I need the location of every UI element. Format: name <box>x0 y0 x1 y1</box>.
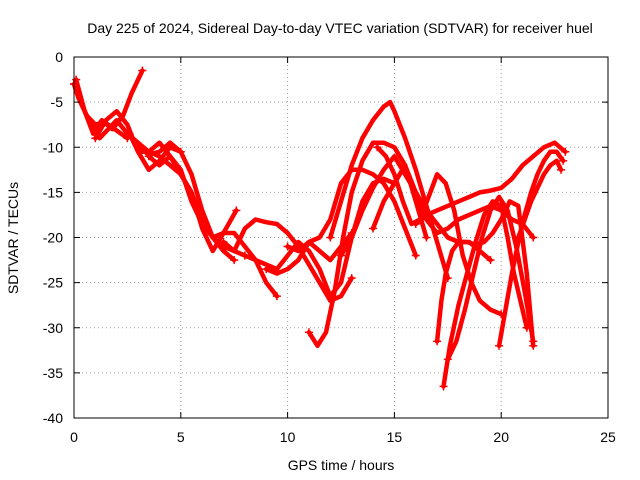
y-tick-label: -25 <box>43 275 63 291</box>
plus-marker <box>529 337 538 346</box>
data-series <box>70 66 570 391</box>
series-arc-21 <box>496 149 566 349</box>
plus-marker <box>559 156 568 165</box>
plus-marker <box>91 134 100 143</box>
plus-marker <box>326 233 335 242</box>
plus-marker <box>262 265 271 274</box>
plus-marker <box>72 75 81 84</box>
plus-marker <box>283 242 292 251</box>
plus-marker <box>347 274 356 283</box>
plus-marker <box>411 219 420 228</box>
plus-marker <box>486 256 495 265</box>
plus-marker <box>561 147 570 156</box>
series-arc-6 <box>135 140 248 258</box>
y-tick-label: 0 <box>55 49 63 65</box>
plus-marker <box>495 341 504 350</box>
x-tick-label: 20 <box>493 429 509 445</box>
plus-marker <box>272 292 281 301</box>
plus-marker <box>337 251 345 260</box>
plus-marker <box>125 129 134 138</box>
x-axis-label: GPS time / hours <box>288 457 395 473</box>
plus-marker <box>433 337 442 346</box>
y-tick-label: -10 <box>43 139 63 155</box>
series-arc-16 <box>375 145 504 317</box>
series-arc-7 <box>146 154 280 299</box>
plus-marker <box>144 152 153 161</box>
series-arc-19 <box>441 199 530 389</box>
y-tick-label: -5 <box>51 94 64 110</box>
plus-marker <box>411 251 420 260</box>
x-tick-label: 25 <box>600 429 616 445</box>
axis-ticks: 0 5 10 15 20 25 0 -5 -10 -15 -20 -25 -30 -35 -40 <box>43 49 616 445</box>
series-arc-20 <box>445 194 536 362</box>
plus-marker <box>138 66 147 75</box>
plus-marker <box>219 238 228 247</box>
series-arc-9 <box>242 176 397 299</box>
plus-marker <box>422 233 431 242</box>
y-axis-label: SDTVAR / TECUs <box>5 182 21 294</box>
series-arc-22 <box>516 158 564 240</box>
y-tick-label: -20 <box>43 230 63 246</box>
x-tick-label: 15 <box>387 429 403 445</box>
x-tick-label: 0 <box>70 429 78 445</box>
plus-marker <box>232 206 241 215</box>
plus-marker <box>557 165 566 174</box>
x-tick-label: 5 <box>177 429 185 445</box>
plus-marker <box>514 233 523 242</box>
plus-marker <box>230 256 239 265</box>
plus-marker <box>304 328 313 337</box>
plus-marker <box>369 224 378 233</box>
plus-marker <box>443 355 452 364</box>
series-arc-8 <box>221 217 354 303</box>
y-tick-label: -40 <box>43 410 63 426</box>
plus-marker <box>373 143 382 152</box>
series-arc-17 <box>413 140 568 227</box>
y-tick-label: -15 <box>43 184 63 200</box>
plus-marker <box>240 251 249 260</box>
x-tick-label: 10 <box>280 429 296 445</box>
plus-marker <box>529 233 538 242</box>
plus-marker <box>134 143 143 152</box>
plus-marker <box>439 382 448 391</box>
y-tick-label: -30 <box>43 320 63 336</box>
chart-title: Day 225 of 2024, Sidereal Day-to-day VTE… <box>87 20 593 36</box>
y-tick-label: -35 <box>43 365 63 381</box>
